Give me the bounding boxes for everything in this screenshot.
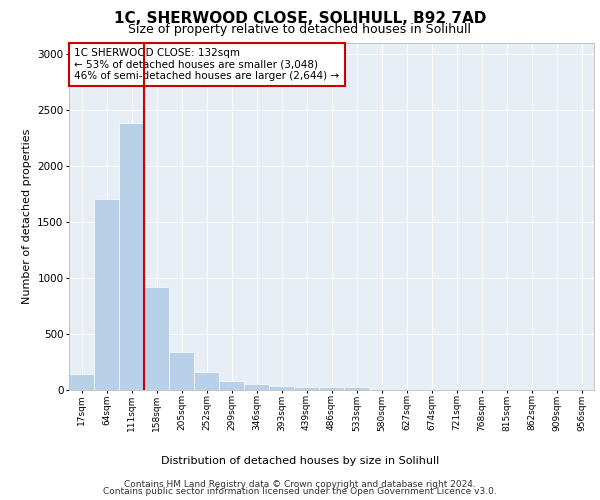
Bar — [144, 287, 169, 390]
Bar — [244, 384, 269, 390]
Bar — [194, 372, 219, 390]
Bar — [319, 387, 344, 390]
Text: 1C, SHERWOOD CLOSE, SOLIHULL, B92 7AD: 1C, SHERWOOD CLOSE, SOLIHULL, B92 7AD — [114, 11, 486, 26]
Y-axis label: Number of detached properties: Number of detached properties — [22, 128, 32, 304]
Bar — [219, 381, 244, 390]
Text: Contains public sector information licensed under the Open Government Licence v3: Contains public sector information licen… — [103, 487, 497, 496]
Text: 1C SHERWOOD CLOSE: 132sqm
← 53% of detached houses are smaller (3,048)
46% of se: 1C SHERWOOD CLOSE: 132sqm ← 53% of detac… — [74, 48, 340, 81]
Bar — [294, 386, 319, 390]
Bar — [69, 374, 94, 390]
Bar — [269, 386, 294, 390]
Text: Contains HM Land Registry data © Crown copyright and database right 2024.: Contains HM Land Registry data © Crown c… — [124, 480, 476, 489]
Bar — [169, 352, 194, 390]
Text: Distribution of detached houses by size in Solihull: Distribution of detached houses by size … — [161, 456, 439, 466]
Bar — [119, 123, 144, 390]
Bar — [94, 200, 119, 390]
Bar — [344, 387, 369, 390]
Text: Size of property relative to detached houses in Solihull: Size of property relative to detached ho… — [128, 22, 472, 36]
